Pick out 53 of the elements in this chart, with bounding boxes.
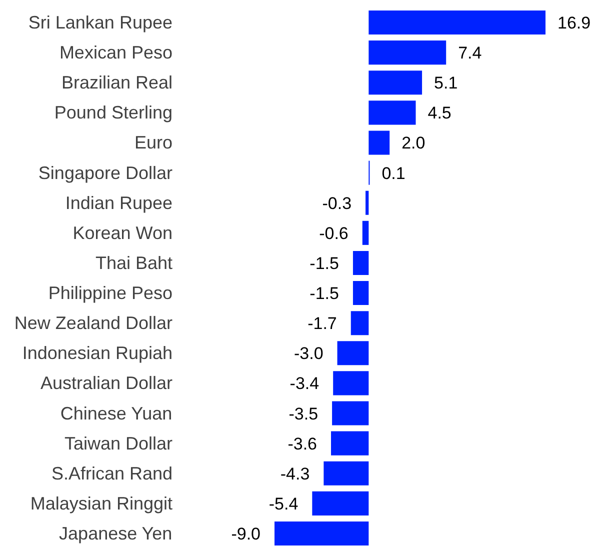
y-tick-label: Chinese Yuan <box>60 403 172 424</box>
bar <box>312 491 369 516</box>
y-tick-label: Korean Won <box>72 222 173 243</box>
data-label: -3.5 <box>288 404 318 424</box>
bar <box>352 250 369 275</box>
data-label: 7.4 <box>458 44 482 63</box>
bar <box>368 130 390 155</box>
bar <box>352 281 369 306</box>
y-tick-label: Indian Rupee <box>65 192 173 213</box>
data-label: -9.0 <box>231 524 261 544</box>
data-label: -4.3 <box>280 464 310 484</box>
data-label: -5.4 <box>268 494 298 514</box>
data-label: 5.1 <box>434 74 458 93</box>
bar <box>324 461 369 486</box>
y-tick-label: Singapore Dollar <box>38 162 173 183</box>
data-label: -1.7 <box>308 314 337 334</box>
data-label: -3.0 <box>294 344 324 364</box>
y-tick-label: Japanese Yen <box>59 524 172 544</box>
bar <box>333 371 369 396</box>
y-tick-label: S.African Rand <box>51 463 172 484</box>
bar <box>274 521 369 546</box>
y-tick-label: New Zealand Dollar <box>14 313 173 334</box>
data-label: -1.5 <box>310 254 339 273</box>
data-label: -3.4 <box>290 374 320 394</box>
y-tick-label: Brazilian Real <box>61 72 173 93</box>
y-tick-label: Taiwan Dollar <box>64 433 173 454</box>
data-label: -1.5 <box>310 284 339 304</box>
y-tick-label: Malaysian Ringgit <box>30 493 173 514</box>
bar <box>368 70 422 95</box>
bar <box>331 431 369 456</box>
data-label: -0.6 <box>319 224 348 243</box>
bar <box>368 10 546 35</box>
y-tick-label: Indonesian Rupiah <box>22 343 173 364</box>
bar <box>362 220 369 245</box>
data-label: 4.5 <box>428 104 452 123</box>
data-label: -3.6 <box>288 434 318 454</box>
data-label: 0.1 <box>382 164 406 183</box>
data-label: 2.0 <box>402 134 426 153</box>
bar <box>368 40 446 65</box>
bar <box>368 100 416 125</box>
data-label: -0.3 <box>322 194 352 213</box>
bar <box>350 311 369 336</box>
bar <box>337 341 369 366</box>
y-tick-label: Euro <box>134 132 173 153</box>
y-tick-label: Australian Dollar <box>40 373 173 394</box>
y-tick-label: Pound Sterling <box>54 102 173 123</box>
y-tick-label: Mexican Peso <box>59 42 173 63</box>
bar <box>366 190 369 215</box>
y-tick-label: Thai Baht <box>95 252 172 273</box>
y-tick-label: Sri Lankan Rupee <box>28 12 173 32</box>
bar <box>332 401 369 426</box>
data-label: 16.9 <box>558 14 591 32</box>
y-tick-label: Philippine Peso <box>48 283 173 304</box>
